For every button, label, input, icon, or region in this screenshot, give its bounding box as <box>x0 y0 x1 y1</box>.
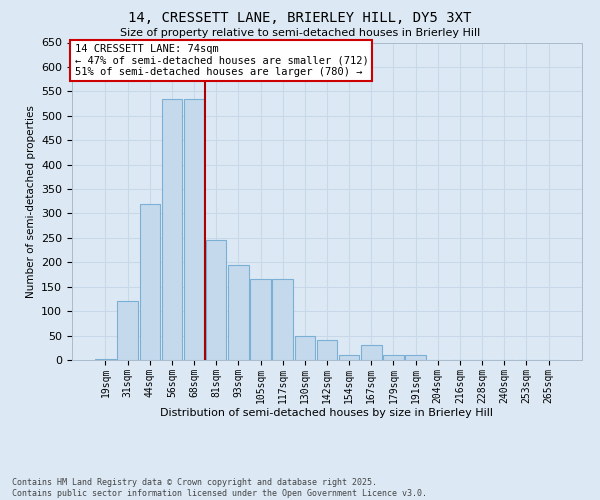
Text: Size of property relative to semi-detached houses in Brierley Hill: Size of property relative to semi-detach… <box>120 28 480 38</box>
Bar <box>184 98 204 360</box>
Bar <box>95 359 116 360</box>
Bar <box>361 346 382 360</box>
Bar <box>272 280 293 360</box>
Y-axis label: Number of semi-detached properties: Number of semi-detached properties <box>26 105 35 298</box>
Bar <box>295 336 315 360</box>
Bar <box>206 240 226 360</box>
X-axis label: Distribution of semi-detached houses by size in Brierley Hill: Distribution of semi-detached houses by … <box>161 408 493 418</box>
Bar <box>161 98 182 360</box>
Text: Contains HM Land Registry data © Crown copyright and database right 2025.
Contai: Contains HM Land Registry data © Crown c… <box>12 478 427 498</box>
Bar <box>140 204 160 360</box>
Bar <box>118 302 138 360</box>
Bar <box>317 340 337 360</box>
Bar <box>339 355 359 360</box>
Text: 14, CRESSETT LANE, BRIERLEY HILL, DY5 3XT: 14, CRESSETT LANE, BRIERLEY HILL, DY5 3X… <box>128 11 472 25</box>
Text: 14 CRESSETT LANE: 74sqm
← 47% of semi-detached houses are smaller (712)
51% of s: 14 CRESSETT LANE: 74sqm ← 47% of semi-de… <box>74 44 368 78</box>
Bar <box>383 355 404 360</box>
Bar <box>250 280 271 360</box>
Bar <box>406 355 426 360</box>
Bar <box>228 265 248 360</box>
